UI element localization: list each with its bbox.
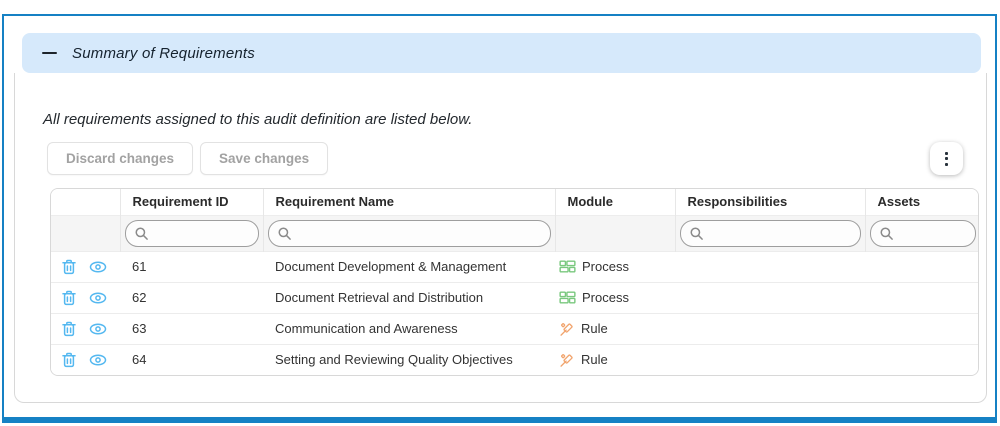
col-assets: Assets [865,189,978,215]
assets-cell [865,312,978,344]
assets-cell [865,343,978,375]
discard-changes-button[interactable]: Discard changes [47,142,194,175]
filter-responsibilities [679,219,861,247]
requirement-name-cell: Setting and Reviewing Quality Objectives [263,343,555,375]
trash-icon[interactable] [60,320,78,338]
requirement-id-cell: 61 [120,250,263,282]
assets-cell [865,250,978,282]
table-filter-row [51,214,978,251]
col-requirement-name: Requirement Name [263,189,556,215]
module-cell: Process [555,281,675,313]
module-cell: Rule [555,312,675,344]
filter-requirement-id [124,219,259,247]
filter-responsibilities-input[interactable] [708,225,854,241]
kebab-menu-icon [945,151,948,155]
collapse-minus-icon[interactable] [42,51,57,55]
filter-requirement-name [267,219,551,247]
trash-icon[interactable] [60,351,78,369]
toolbar: Discard changes Save changes [47,142,964,175]
requirement-name-cell: Document Retrieval and Distribution [263,281,555,313]
col-actions [51,189,121,215]
requirement-name-cell: Communication and Awareness [263,312,555,344]
eye-icon[interactable] [88,289,108,307]
col-requirement-id: Requirement ID [120,189,264,215]
save-changes-button[interactable]: Save changes [200,142,329,175]
intro-text: All requirements assigned to this audit … [43,111,473,128]
requirement-id-cell: 62 [120,281,263,313]
requirement-name-cell: Document Development & Management [263,250,555,282]
search-icon [880,227,893,240]
module-cell: Process [555,250,675,282]
table-row: 62 Document Retrieval and Distribution P… [51,281,978,313]
table-row: 61 Document Development & Management Pro… [51,250,978,282]
responsibilities-cell [675,312,865,344]
filter-assets [869,219,976,247]
table-header-row: Requirement ID Requirement Name Module R… [51,189,978,215]
responsibilities-cell [675,250,865,282]
process-icon [559,289,576,306]
assets-cell [865,281,978,313]
filter-assets-input[interactable] [898,225,969,241]
col-responsibilities: Responsibilities [675,189,866,215]
search-icon [278,227,291,240]
table-row: 63 Communication and Awareness Rule [51,312,978,344]
gavel-icon [559,352,575,368]
col-module: Module [555,189,676,215]
trash-icon[interactable] [60,289,78,307]
responsibilities-cell [675,343,865,375]
requirement-id-cell: 64 [120,343,263,375]
panel-frame: Summary of Requirements All requirements… [2,14,997,423]
gavel-icon [559,321,575,337]
requirement-id-cell: 63 [120,312,263,344]
section-body: All requirements assigned to this audit … [14,73,987,403]
filter-requirement-id-input[interactable] [153,225,252,241]
module-cell: Rule [555,343,675,375]
eye-icon[interactable] [88,351,108,369]
section-title: Summary of Requirements [72,44,255,62]
table-row: 64 Setting and Reviewing Quality Objecti… [51,343,978,375]
search-icon [690,227,703,240]
process-icon [559,258,576,275]
kebab-menu-button[interactable] [930,142,963,175]
trash-icon[interactable] [60,258,78,276]
search-icon [135,227,148,240]
requirements-table: Requirement ID Requirement Name Module R… [50,188,979,376]
eye-icon[interactable] [88,320,108,338]
eye-icon[interactable] [88,258,108,276]
filter-requirement-name-input[interactable] [296,225,544,241]
responsibilities-cell [675,281,865,313]
section-header-summary-of-requirements[interactable]: Summary of Requirements [22,33,981,73]
